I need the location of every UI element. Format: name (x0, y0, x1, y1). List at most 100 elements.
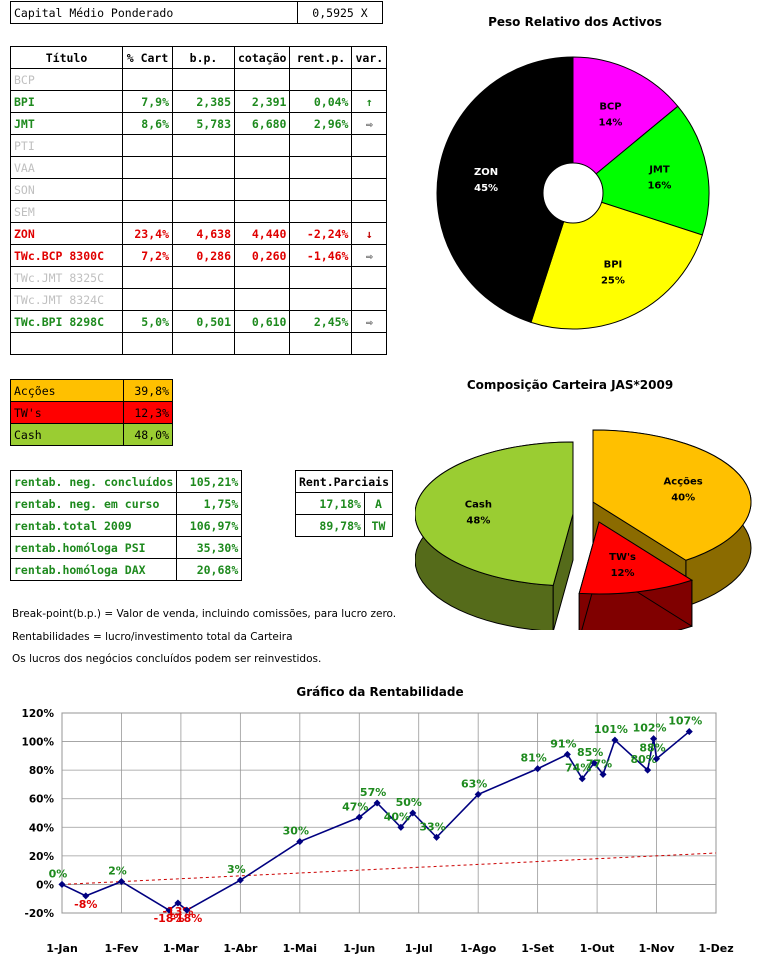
holding-name: ZON (10, 222, 123, 245)
data-label: -18% (154, 912, 185, 925)
allocation-value: 39,8% (123, 379, 173, 402)
x-tick-label: 1-Dez (698, 942, 733, 955)
y-tick-label: 60% (29, 794, 55, 806)
column-header: % Cart (122, 46, 173, 69)
allocation-label: Acções (10, 379, 124, 402)
var-arrow-icon (351, 178, 388, 201)
data-point (599, 770, 607, 778)
data-point (534, 765, 542, 773)
holding-pct: 23,4% (122, 222, 173, 245)
holding-rent (289, 178, 353, 201)
data-label: 81% (520, 752, 546, 765)
returns-row: rentab.total 2009 106,97% (9, 514, 243, 537)
partials-tag: A (363, 492, 394, 515)
pie-slice (572, 56, 679, 195)
table-row: TWc.BPI 8298C 5,0% 0,501 0,610 2,45% ⇨ (10, 310, 388, 333)
holding-pct (122, 178, 173, 201)
y-tick-label: -20% (25, 908, 55, 920)
data-label: 30% (283, 825, 309, 838)
data-label: 40% (384, 810, 410, 823)
var-arrow-icon (351, 288, 388, 311)
x-tick-label: 1-Nov (638, 942, 675, 955)
note-returns: Rentabilidades = lucro/investimento tota… (12, 631, 293, 643)
allocation-value: 12,3% (123, 401, 173, 424)
table-row: TWc.BCP 8300C 7,2% 0,286 0,260 -1,46% ⇨ (10, 244, 388, 267)
column-header: b.p. (172, 46, 235, 69)
holding-pct (122, 156, 173, 179)
capital-box: Capital Médio Ponderado 0,5925 X (10, 1, 383, 24)
holding-rent: 2,96% (289, 112, 353, 135)
pie-slice (530, 192, 703, 330)
var-arrow-icon: ⇨ (351, 244, 388, 267)
table-row: TWc.JMT 8324C (10, 288, 388, 311)
column-header: var. (351, 46, 388, 69)
slice-label: Acções (664, 477, 703, 488)
holding-bp (172, 134, 235, 157)
x-tick-label: 1-Jun (343, 942, 375, 955)
holding-bp: 0,501 (172, 310, 235, 333)
x-tick-label: 1-Fev (104, 942, 139, 955)
holding-name: TWc.JMT 8324C (10, 288, 123, 311)
column-header: Título (10, 46, 123, 69)
slice-label: Cash (465, 499, 492, 510)
holding-cot: 2,391 (233, 90, 291, 113)
y-tick-label: 40% (29, 822, 55, 834)
holding-bp (172, 178, 235, 201)
holdings-table: Título% Cart b.p. cotação rent.p. var. BCP BP… (10, 46, 388, 355)
data-label: 33% (419, 820, 445, 833)
data-label: 0% (49, 867, 68, 880)
returns-label: rentab.total 2009 (9, 514, 178, 537)
allocation-row: Cash 48,0% (10, 423, 173, 446)
holding-cot (233, 156, 291, 179)
table-row: SEM (10, 200, 388, 223)
partials-tag: TW (363, 514, 394, 537)
table-row (10, 332, 388, 355)
data-label: 80% (630, 753, 656, 766)
holding-rent (289, 134, 353, 157)
holding-cot (233, 134, 291, 157)
allocation-label: Cash (10, 423, 124, 446)
holding-cot (233, 68, 291, 91)
table-row: PTI (10, 134, 388, 157)
holding-rent: 0,04% (289, 90, 353, 113)
capital-value: 0,5925 X (297, 1, 383, 24)
holding-pct: 5,0% (122, 310, 173, 333)
pie3d-slice (592, 429, 752, 561)
holding-pct (122, 200, 173, 223)
data-point (474, 790, 482, 798)
holding-rent (289, 266, 353, 289)
x-tick-label: 1-Out (580, 942, 615, 955)
holding-pct (122, 134, 173, 157)
data-label: 50% (396, 796, 422, 809)
var-arrow-icon: ⇨ (351, 112, 388, 135)
returns-label: rentab. neg. em curso (9, 492, 178, 515)
returns-value: 35,30% (176, 536, 243, 559)
holding-cot: 0,610 (233, 310, 291, 333)
data-label: 63% (461, 777, 487, 790)
pie3d-slice (578, 521, 694, 595)
data-label: 2% (108, 865, 127, 878)
holding-pct (122, 332, 173, 355)
returns-label: rentab.homóloga DAX (9, 558, 178, 581)
table-row: TWc.JMT 8325C (10, 266, 388, 289)
holding-pct (122, 266, 173, 289)
data-point (397, 823, 405, 831)
holding-name (10, 332, 123, 355)
holding-rent (289, 332, 353, 355)
var-arrow-icon: ↑ (351, 90, 388, 113)
y-tick-label: 0% (36, 879, 54, 891)
holding-rent: -2,24% (289, 222, 353, 245)
holding-bp (172, 266, 235, 289)
donut-hole (542, 162, 604, 224)
holding-rent (289, 68, 353, 91)
data-label: -8% (74, 898, 97, 911)
y-tick-label: 80% (29, 765, 55, 777)
holding-name: VAA (10, 156, 123, 179)
holding-rent (289, 288, 353, 311)
partials-table: Rent.Parciais 17,18% A 89,78% TW (294, 470, 394, 537)
note-profits: Os lucros dos negócios concluídos podem … (12, 653, 322, 665)
var-arrow-icon (351, 134, 388, 157)
var-arrow-icon (351, 266, 388, 289)
x-tick-label: 1-Set (521, 942, 554, 955)
data-point (373, 799, 381, 807)
